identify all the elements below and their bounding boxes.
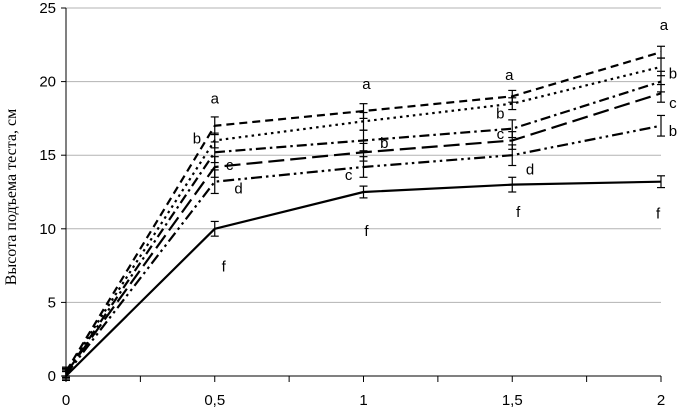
y-tick-label: 5 [48, 294, 56, 311]
axes [61, 7, 662, 382]
x-tick-label: 0,5 [204, 392, 225, 409]
significance-letter: b [380, 135, 388, 152]
significance-letter: d [526, 161, 534, 178]
series-line-1 [65, 51, 662, 373]
significance-letter: b [193, 130, 201, 147]
significance-letter: b [669, 123, 677, 140]
x-tick-labels: 0 0,5 1 1,5 2 [62, 392, 665, 409]
y-axis-title: Высота подъема теста, см [3, 109, 20, 285]
significance-letter: f [516, 204, 521, 221]
error-bars [62, 45, 665, 382]
y-tick-label: 0 [48, 368, 56, 385]
significance-letter: c [345, 167, 353, 184]
significance-letter: f [656, 205, 661, 222]
significance-letter: c [497, 126, 505, 143]
significance-letter: b [669, 66, 677, 83]
y-tick-label: 10 [39, 221, 56, 238]
y-tick-label: 20 [39, 74, 56, 91]
significance-letter: c [226, 157, 234, 174]
x-tick-label: 1,5 [502, 392, 523, 409]
significance-letter: f [222, 258, 227, 275]
significance-letter: a [362, 76, 371, 93]
significance-letter: a [211, 91, 220, 108]
y-tick-label: 25 [39, 0, 56, 17]
y-tick-labels: 0 5 10 15 20 25 [39, 0, 56, 385]
significance-letter: a [505, 67, 514, 84]
significance-letter: a [660, 17, 669, 34]
series-line-6 [65, 180, 662, 377]
x-tick-label: 1 [359, 392, 367, 409]
significance-letter: f [364, 223, 369, 240]
significance-letter: c [669, 95, 677, 112]
x-tick-label: 0 [62, 392, 70, 409]
y-tick-label: 15 [39, 147, 56, 164]
x-tick-label: 2 [657, 392, 665, 409]
significance-letter: b [496, 105, 504, 122]
significance-letter: d [234, 180, 242, 197]
series-lines [65, 51, 662, 377]
